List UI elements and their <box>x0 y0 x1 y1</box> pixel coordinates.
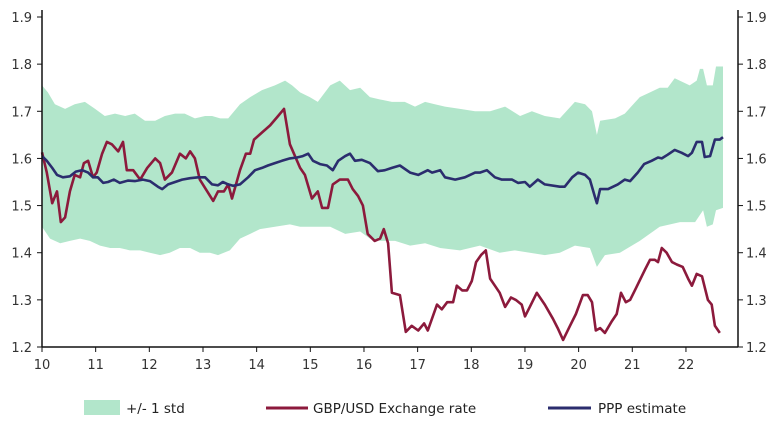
y-tick-label-right: 1.4 <box>746 247 767 262</box>
legend-band-label: +/- 1 std <box>126 401 185 417</box>
x-tick-label: 19 <box>517 358 534 373</box>
y-tick-label-left: 1.4 <box>11 247 32 262</box>
x-tick-label: 12 <box>141 358 158 373</box>
legend-band-swatch <box>84 400 120 415</box>
y-tick-label-right: 1.6 <box>746 152 767 167</box>
x-tick-label: 13 <box>195 358 212 373</box>
legend-gbpusd-label: GBP/USD Exchange rate <box>313 401 476 417</box>
gbpusd-line <box>40 107 721 342</box>
y-tick-label-left: 1.2 <box>11 341 32 356</box>
axes: 1.2 1.3 1.4 1.5 1.6 1.7 1.8 1.9 1.2 1.3 1.4 1.5 1.6 1… <box>11 10 767 373</box>
legend-ppp-label: PPP estimate <box>598 401 686 417</box>
std-band <box>42 66 723 267</box>
ppp-line <box>41 136 724 205</box>
x-tick-label: 20 <box>570 358 587 373</box>
x-tick-label: 17 <box>409 358 426 373</box>
x-tick-label: 16 <box>356 358 373 373</box>
y-tick-label-right: 1.9 <box>746 11 767 26</box>
y-tick-label-left: 1.8 <box>11 58 32 73</box>
y-tick-label-left: 1.3 <box>11 294 32 309</box>
plot-area <box>40 66 724 342</box>
y-tick-label-left: 1.6 <box>11 152 32 167</box>
x-tick-label: 18 <box>463 358 480 373</box>
y-tick-label-right: 1.3 <box>746 294 767 309</box>
y-tick-label-left: 1.9 <box>11 11 32 26</box>
x-tick-label: 10 <box>34 358 51 373</box>
y-tick-label-right: 1.8 <box>746 58 767 73</box>
x-tick-label: 14 <box>248 358 265 373</box>
x-tick-label: 22 <box>678 358 695 373</box>
y-tick-label-left: 1.7 <box>11 105 32 120</box>
y-tick-label-right: 1.7 <box>746 105 767 120</box>
x-tick-label: 15 <box>302 358 319 373</box>
legend: +/- 1 std GBP/USD Exchange rate PPP esti… <box>84 400 686 417</box>
x-tick-label: 11 <box>87 358 104 373</box>
x-tick-label: 21 <box>624 358 641 373</box>
y-tick-label-right: 1.5 <box>746 200 767 215</box>
y-tick-label-right: 1.2 <box>746 341 767 356</box>
y-tick-label-left: 1.5 <box>11 200 32 215</box>
